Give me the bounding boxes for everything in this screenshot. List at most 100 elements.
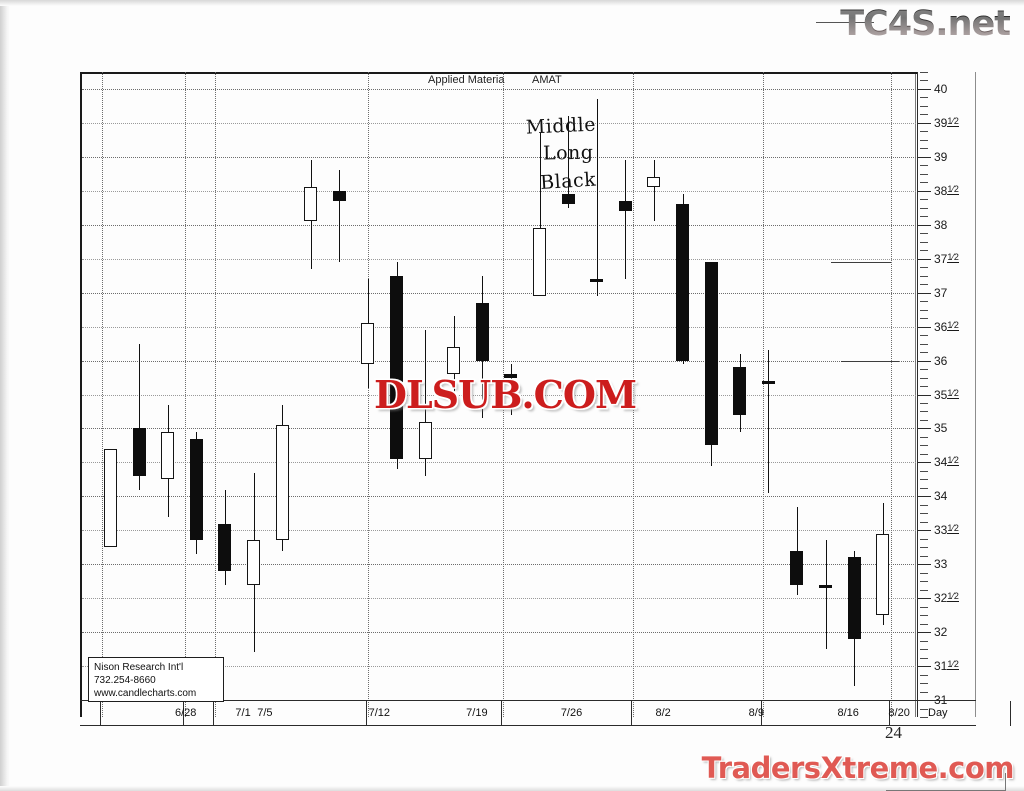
candlestick-body <box>561 194 575 205</box>
candle-wick <box>796 506 798 595</box>
horizontal-gridline <box>82 360 918 362</box>
candle-wick <box>139 343 141 490</box>
date-tick-label: 8/16 <box>837 707 859 719</box>
annotation-line-1: Middle <box>525 113 597 139</box>
price-tick-fraction: 1⁄2 <box>947 319 959 331</box>
price-axis-minor-tick <box>920 267 928 269</box>
page-number: 24 <box>885 723 902 742</box>
chart-plot-area <box>82 72 918 717</box>
info-box-line-3: www.candlecharts.com <box>94 688 197 700</box>
date-axis: Day 6/28 7/1 7/5 7/12 7/19 7/26 8/2 8/9 8/16 8/20 <box>80 700 1011 726</box>
price-tick-label: 331⁄2 <box>934 523 959 538</box>
horizontal-gridline <box>82 292 918 294</box>
vertical-gridline <box>891 72 892 717</box>
horizontal-gridline <box>82 564 918 566</box>
price-tick-label: 38 <box>934 217 948 232</box>
date-axis-separator <box>213 701 214 726</box>
price-axis-minor-tick <box>920 674 928 676</box>
price-axis-minor-tick <box>920 207 928 209</box>
vertical-gridline <box>503 72 504 717</box>
date-axis-separator <box>889 701 890 726</box>
price-axis-minor-tick <box>920 199 928 201</box>
price-tick-label: 40 <box>934 81 948 96</box>
price-axis-tick <box>918 564 931 566</box>
price-axis-minor-tick <box>920 233 928 235</box>
price-tick-fraction: 1⁄2 <box>947 591 959 603</box>
tradersxtreme-watermark: TradersXtreme.com <box>701 751 1015 785</box>
horizontal-gridline <box>82 462 918 464</box>
candle-wick <box>825 540 827 650</box>
price-axis-minor-tick <box>920 513 928 515</box>
price-axis-minor-tick <box>920 453 928 455</box>
candlestick-body <box>275 425 289 541</box>
chart-symbol-label: AMAT <box>532 74 562 86</box>
price-tick-label: 32 <box>934 625 948 640</box>
price-axis-minor-tick <box>920 165 928 167</box>
candlestick-body <box>475 302 489 361</box>
price-tick-label: 391⁄2 <box>934 115 959 131</box>
price-axis-tick <box>918 156 931 158</box>
price-axis-minor-tick <box>920 683 928 685</box>
price-axis-minor-tick <box>920 241 928 243</box>
candle-wick <box>653 160 655 222</box>
date-tick-label: 8/2 <box>655 707 671 719</box>
candle-wick <box>596 99 598 297</box>
date-axis-separator <box>100 701 101 726</box>
candlestick-body <box>504 374 518 378</box>
info-box-line-2: 732.254-8660 <box>94 675 156 687</box>
price-tick-fraction: 1⁄2 <box>947 115 959 127</box>
price-axis-minor-tick <box>920 581 928 583</box>
horizontal-gridline <box>82 88 918 90</box>
price-axis-minor-tick <box>920 615 928 617</box>
price-axis-tick <box>918 292 931 294</box>
price-tick-label: 341⁄2 <box>934 455 959 470</box>
price-axis-minor-tick <box>920 352 928 354</box>
price-axis: 40 391⁄2 39 381⁄2 38 371⁄2 37 361⁄2 36 351⁄2 35 341… <box>916 72 976 718</box>
price-axis-minor-tick <box>920 250 928 252</box>
price-tick-label: 33 <box>934 557 948 572</box>
price-axis-minor-tick <box>920 606 928 608</box>
info-box-line-1: Nison Research Int'l <box>94 662 184 673</box>
price-tick-fraction: 1⁄2 <box>947 659 959 671</box>
price-axis-minor-tick <box>920 97 928 99</box>
candlestick-body <box>676 204 689 361</box>
price-axis-tick <box>918 326 931 328</box>
price-axis-minor-tick <box>920 105 928 107</box>
price-axis-minor-tick <box>920 377 928 379</box>
candle-wick <box>339 170 341 263</box>
price-axis-spine <box>917 72 918 717</box>
price-axis-tick <box>918 496 931 498</box>
price-tick-label: 381⁄2 <box>934 183 959 198</box>
scan-edge-left <box>0 0 10 791</box>
candle-wick <box>568 116 570 208</box>
plot-top-border <box>82 72 918 74</box>
dlsub-watermark: DLSUB.COM <box>374 372 637 417</box>
price-axis-minor-tick <box>920 301 928 303</box>
price-tick-label: 34 <box>934 489 948 504</box>
horizontal-gridline <box>82 326 918 328</box>
price-tick-fraction: 1⁄2 <box>947 523 959 535</box>
price-axis-minor-tick <box>920 419 928 421</box>
candlestick-body <box>189 438 203 541</box>
price-axis-tick <box>918 190 931 192</box>
price-axis-minor-tick <box>920 708 928 710</box>
candlestick-body <box>819 584 832 588</box>
price-tick-fraction: 1⁄2 <box>947 455 959 467</box>
tc4s-watermark: TC4S.net <box>840 4 1011 44</box>
price-axis-tick <box>918 428 931 430</box>
candlestick-body <box>790 550 804 585</box>
date-tick-label: 7/5 <box>257 707 273 719</box>
candlestick-body <box>104 448 117 548</box>
price-axis-minor-tick <box>920 173 928 175</box>
price-axis-tick <box>918 666 931 668</box>
price-axis-right-edge <box>975 72 976 717</box>
date-tick-label: 7/19 <box>466 707 488 719</box>
price-tick-label: 311⁄2 <box>934 659 959 674</box>
price-axis-tick <box>918 598 931 600</box>
horizontal-gridline <box>82 394 918 396</box>
candle-wick <box>768 350 770 493</box>
price-axis-minor-tick <box>920 487 928 489</box>
price-axis-minor-tick <box>920 139 928 141</box>
candlestick-body <box>876 533 890 616</box>
candlestick-body <box>761 380 775 385</box>
